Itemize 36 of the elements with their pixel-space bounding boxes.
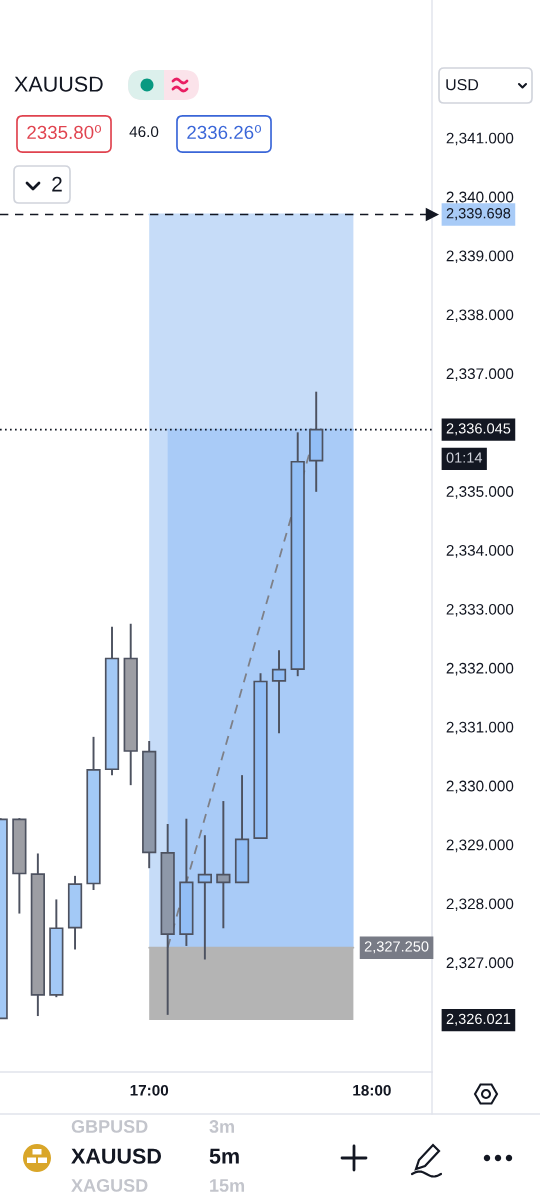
y-tick-label: 2,334.000	[446, 545, 514, 558]
ref-line-label: 2,336.045	[446, 423, 511, 436]
text: USD	[446, 78, 479, 91]
x-tick-label: 17:00	[130, 1084, 169, 1096]
x-tick-label: 18:00	[353, 1084, 391, 1096]
annotation: 46.0	[129, 126, 159, 138]
y-tick-label: 2,339.000	[446, 250, 514, 264]
y-tick-label: 2,330.000	[446, 780, 514, 794]
y-tick-label: 2,329.000	[446, 839, 514, 853]
y-tick-label: 2,333.000	[446, 603, 514, 617]
text: 15m	[210, 1179, 245, 1192]
y-tick-label: 2,331.000	[446, 721, 514, 735]
text: XAUUSD	[71, 1148, 161, 1164]
annotation: 2,327.250	[364, 941, 429, 954]
candlestick	[197, 834, 212, 961]
y-tick-label: 2,328.000	[446, 898, 514, 912]
text: XAUUSD	[14, 76, 103, 92]
text: 01:14	[446, 452, 483, 463]
annotation: 2336.26⁰	[187, 124, 261, 140]
text: GBPUSD	[71, 1120, 148, 1133]
ref-line-label: 2,339.698	[446, 208, 511, 221]
annotation: 2335.80⁰	[27, 124, 101, 140]
text: 3m	[209, 1120, 234, 1133]
candlestick	[271, 649, 287, 735]
y-tick-label: 2,341.000	[446, 132, 514, 146]
y-tick-label: 2,340.000	[446, 191, 514, 205]
y-tick-label: 2,332.000	[446, 662, 514, 676]
y-tick-label: 2,338.000	[446, 309, 514, 323]
candlestick	[216, 800, 231, 930]
annotation: 2	[52, 176, 62, 192]
text: XAGUSD	[71, 1179, 148, 1192]
text: 2,326.021	[446, 1013, 511, 1026]
y-tick-label: 2,337.000	[446, 368, 514, 381]
y-tick-label: 2,327.000	[446, 957, 514, 970]
y-tick-label: 2,335.000	[446, 486, 514, 499]
text: 5m	[209, 1148, 239, 1164]
